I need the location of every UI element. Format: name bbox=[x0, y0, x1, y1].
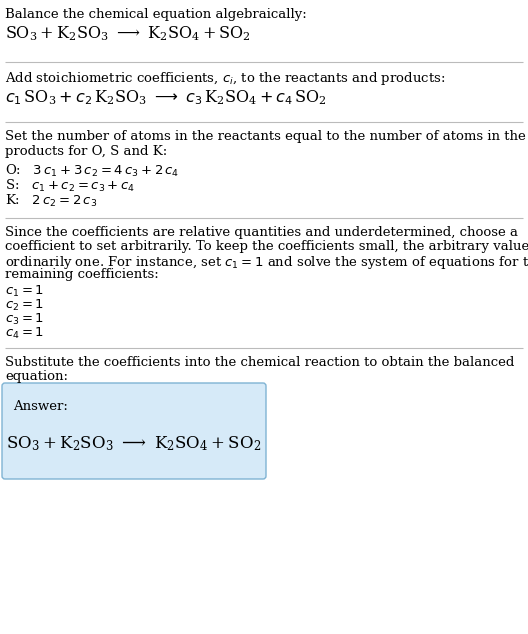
Text: $\mathregular{SO_3 + K_2SO_3\ \longrightarrow\ K_2SO_4 + SO_2}$: $\mathregular{SO_3 + K_2SO_3\ \longright… bbox=[5, 24, 251, 42]
Text: products for O, S and K:: products for O, S and K: bbox=[5, 145, 167, 158]
Text: S:   $c_1 + c_2 = c_3 + c_4$: S: $c_1 + c_2 = c_3 + c_4$ bbox=[5, 178, 135, 194]
FancyBboxPatch shape bbox=[2, 383, 266, 479]
Text: $c_{4} = 1$: $c_{4} = 1$ bbox=[5, 326, 44, 341]
Text: $c_1\,\mathregular{SO_3} + c_2\,\mathregular{K_2SO_3}\ \longrightarrow\ c_3\,\ma: $c_1\,\mathregular{SO_3} + c_2\,\mathreg… bbox=[5, 88, 327, 107]
Text: Substitute the coefficients into the chemical reaction to obtain the balanced: Substitute the coefficients into the che… bbox=[5, 356, 514, 369]
Text: ordinarily one. For instance, set $c_1 = 1$ and solve the system of equations fo: ordinarily one. For instance, set $c_1 =… bbox=[5, 254, 528, 271]
Text: Set the number of atoms in the reactants equal to the number of atoms in the: Set the number of atoms in the reactants… bbox=[5, 130, 526, 143]
Text: Answer:: Answer: bbox=[13, 400, 68, 413]
Text: $c_{2} = 1$: $c_{2} = 1$ bbox=[5, 298, 44, 313]
Text: coefficient to set arbitrarily. To keep the coefficients small, the arbitrary va: coefficient to set arbitrarily. To keep … bbox=[5, 240, 528, 253]
Text: $c_{3} = 1$: $c_{3} = 1$ bbox=[5, 312, 44, 327]
Text: $c_{1} = 1$: $c_{1} = 1$ bbox=[5, 284, 44, 299]
Text: Balance the chemical equation algebraically:: Balance the chemical equation algebraica… bbox=[5, 8, 307, 21]
Text: Add stoichiometric coefficients, $c_i$, to the reactants and products:: Add stoichiometric coefficients, $c_i$, … bbox=[5, 70, 446, 87]
Text: equation:: equation: bbox=[5, 370, 68, 383]
Text: remaining coefficients:: remaining coefficients: bbox=[5, 268, 159, 281]
Text: K:   $2\,c_2 = 2\,c_3$: K: $2\,c_2 = 2\,c_3$ bbox=[5, 193, 97, 209]
Text: O:   $3\,c_1 + 3\,c_2 = 4\,c_3 + 2\,c_4$: O: $3\,c_1 + 3\,c_2 = 4\,c_3 + 2\,c_4$ bbox=[5, 163, 180, 179]
Text: Since the coefficients are relative quantities and underdetermined, choose a: Since the coefficients are relative quan… bbox=[5, 226, 518, 239]
Text: $\mathregular{SO_3 + K_2SO_3\ \longrightarrow\ K_2SO_4 + SO_2}$: $\mathregular{SO_3 + K_2SO_3\ \longright… bbox=[6, 434, 261, 453]
